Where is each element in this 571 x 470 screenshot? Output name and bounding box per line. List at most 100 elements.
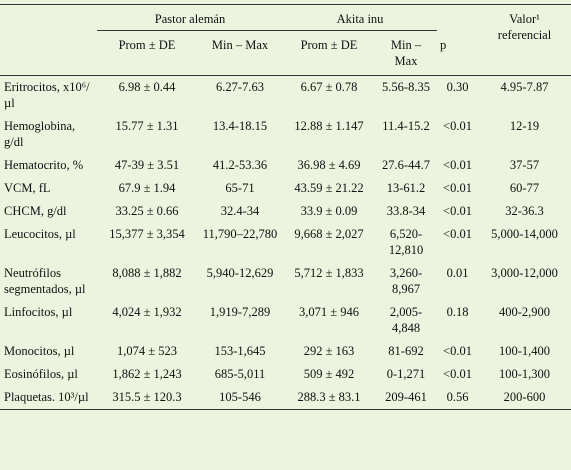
mean-sd: 15.77 ± 1.31 xyxy=(115,119,179,133)
reference-value: 3,000-12,000 xyxy=(491,266,558,280)
range: 32.4-34 xyxy=(220,204,260,218)
p-value: 0.56 xyxy=(437,386,478,410)
mean-sd: 4,024 ± 1,932 xyxy=(112,305,182,319)
p-value: <0.01 xyxy=(443,367,472,381)
reference-value: 200-600 xyxy=(478,386,571,410)
table-row: VCM, fL 67.9 ± 1.94 65-71 43.59 ± 21.22 13-6… xyxy=(0,177,571,200)
table-row: Neutrófilos segmentados, µl 8,088 ± 1,882… xyxy=(0,262,571,301)
mean-sd: 288.3 ± 83.1 xyxy=(283,386,375,410)
row-label: Linfocitos, µl xyxy=(4,305,73,319)
reference-value: 37-57 xyxy=(509,158,540,172)
range: 11,790–22,780 xyxy=(202,227,278,241)
header-row: Pastor alemán Akita inu Valor¹ referenci… xyxy=(0,4,571,76)
mean-sd: 1,862 ± 1,243 xyxy=(112,367,182,381)
reference-value: 32-36.3 xyxy=(505,204,544,218)
mean-sd: 33.25 ± 0.66 xyxy=(115,204,179,218)
row-label: VCM, fL xyxy=(4,181,51,195)
subheader: Prom ± DE xyxy=(283,30,375,76)
range: 65-71 xyxy=(225,181,255,195)
p-value: <0.01 xyxy=(443,181,472,195)
p-value: <0.01 xyxy=(443,227,472,241)
subheader-row: Prom ± DE Min – Max Prom ± DE Min – Max … xyxy=(0,30,571,76)
range: 81-692 xyxy=(388,344,424,358)
row-label: Eosinófilos, µl xyxy=(4,367,78,381)
results-table: Pastor alemán Akita inu Valor¹ referenci… xyxy=(0,4,571,410)
reference-value: 5,000-14,000 xyxy=(491,227,558,241)
reference-value: 60-77 xyxy=(509,181,540,195)
table-row: Linfocitos, µl 4,024 ± 1,932 1,919-7,289 3,… xyxy=(0,301,571,340)
header-cell xyxy=(437,4,478,31)
p-value: <0.01 xyxy=(443,119,472,133)
reference-value: 100-1,300 xyxy=(498,367,551,381)
table-row: Eritrocitos, x10⁶/µl 6.98 ± 0.44 6.27-7.63… xyxy=(0,76,571,116)
mean-sd: 36.98 ± 4.69 xyxy=(297,158,361,172)
mean-sd: 12.88 ± 1.147 xyxy=(294,119,364,133)
table-body: Eritrocitos, x10⁶/µl 6.98 ± 0.44 6.27-7.63… xyxy=(0,76,571,410)
range: 13.4-18.15 xyxy=(212,119,268,133)
range: 105-546 xyxy=(197,386,283,410)
table-row: Eosinófilos, µl 1,862 ± 1,243 685-5,011 509… xyxy=(0,363,571,386)
table-row: Hematocrito, % 47-39 ± 3.51 41.2-53.36 36.9… xyxy=(0,154,571,177)
mean-sd: 3,071 ± 946 xyxy=(299,305,359,319)
range: 1,919-7,289 xyxy=(209,305,271,319)
group-header: Akita inu xyxy=(283,4,437,31)
subheader: p xyxy=(437,30,478,76)
table-row: Leucocitos, µl 15,377 ± 3,354 11,790–22,78… xyxy=(0,223,571,262)
mean-sd: 8,088 ± 1,882 xyxy=(112,266,182,280)
row-label: Hemoglobina, g/dl xyxy=(4,119,76,149)
mean-sd: 43.59 ± 21.22 xyxy=(294,181,364,195)
range: 41.2-53.36 xyxy=(212,158,268,172)
table-row: Hemoglobina, g/dl 15.77 ± 1.31 13.4-18.15 1… xyxy=(0,115,571,154)
mean-sd: 15,377 ± 3,354 xyxy=(109,227,185,241)
range: 685-5,011 xyxy=(214,367,266,381)
range: 209-461 xyxy=(375,386,437,410)
mean-sd: 6.98 ± 0.44 xyxy=(118,80,176,94)
p-value: <0.01 xyxy=(443,158,472,172)
row-label: Hematocrito, % xyxy=(4,158,84,172)
mean-sd: 47-39 ± 3.51 xyxy=(114,158,180,172)
reference-value: 400-2,900 xyxy=(498,305,551,319)
reference-value: 100-1,400 xyxy=(498,344,551,358)
p-value: 0.01 xyxy=(446,266,469,280)
range: 6,520-12,810 xyxy=(388,227,424,257)
table-row: Plaquetas. 10³/µl 315.5 ± 120.3 105-546 288… xyxy=(0,386,571,410)
mean-sd: 5,712 ± 1,833 xyxy=(294,266,364,280)
row-label: Neutrófilos segmentados, µl xyxy=(4,266,86,296)
p-value: <0.01 xyxy=(443,204,472,218)
range: 13-61.2 xyxy=(386,181,426,195)
reference-value: 12-19 xyxy=(509,119,540,133)
mean-sd: 509 ± 492 xyxy=(303,367,355,381)
subheader: Min – Max xyxy=(197,30,283,76)
range: 3,260-8,967 xyxy=(389,266,423,296)
table-row: CHCM, g/dl 33.25 ± 0.66 32.4-34 33.9 ± 0.09… xyxy=(0,200,571,223)
range: 0-1,271 xyxy=(386,367,426,381)
mean-sd: 9,668 ± 2,027 xyxy=(294,227,364,241)
row-label: Eritrocitos, x10⁶/µl xyxy=(4,80,90,110)
row-label: Monocitos, µl xyxy=(4,344,75,358)
row-label: Plaquetas. 10³/µl xyxy=(0,386,97,410)
corner-cell xyxy=(0,4,97,76)
mean-sd: 1,074 ± 523 xyxy=(117,344,177,358)
p-value: 0.18 xyxy=(446,305,469,319)
p-value: 0.30 xyxy=(446,80,469,94)
mean-sd: 292 ± 163 xyxy=(303,344,355,358)
range: 33.8-34 xyxy=(386,204,426,218)
range: 5,940-12,629 xyxy=(206,266,274,280)
mean-sd: 67.9 ± 1.94 xyxy=(118,181,176,195)
range: 5.56-8.35 xyxy=(382,80,430,94)
range: 27.6-44.7 xyxy=(382,158,430,172)
subheader: Min – Max xyxy=(375,30,437,76)
mean-sd: 315.5 ± 120.3 xyxy=(97,386,197,410)
range: 6.27-7.63 xyxy=(216,80,264,94)
range: 153-1,645 xyxy=(214,344,266,358)
p-value: <0.01 xyxy=(443,344,472,358)
ref-header: Valor¹ referencial xyxy=(478,4,571,76)
group-header: Pastor alemán xyxy=(97,4,283,31)
row-label: Leucocitos, µl xyxy=(4,227,76,241)
table-row: Monocitos, µl 1,074 ± 523 153-1,645 292 ± 1… xyxy=(0,340,571,363)
range: 2,005-4,848 xyxy=(389,305,423,335)
mean-sd: 33.9 ± 0.09 xyxy=(300,204,358,218)
mean-sd: 6.67 ± 0.78 xyxy=(300,80,358,94)
range: 11.4-15.2 xyxy=(382,119,430,133)
